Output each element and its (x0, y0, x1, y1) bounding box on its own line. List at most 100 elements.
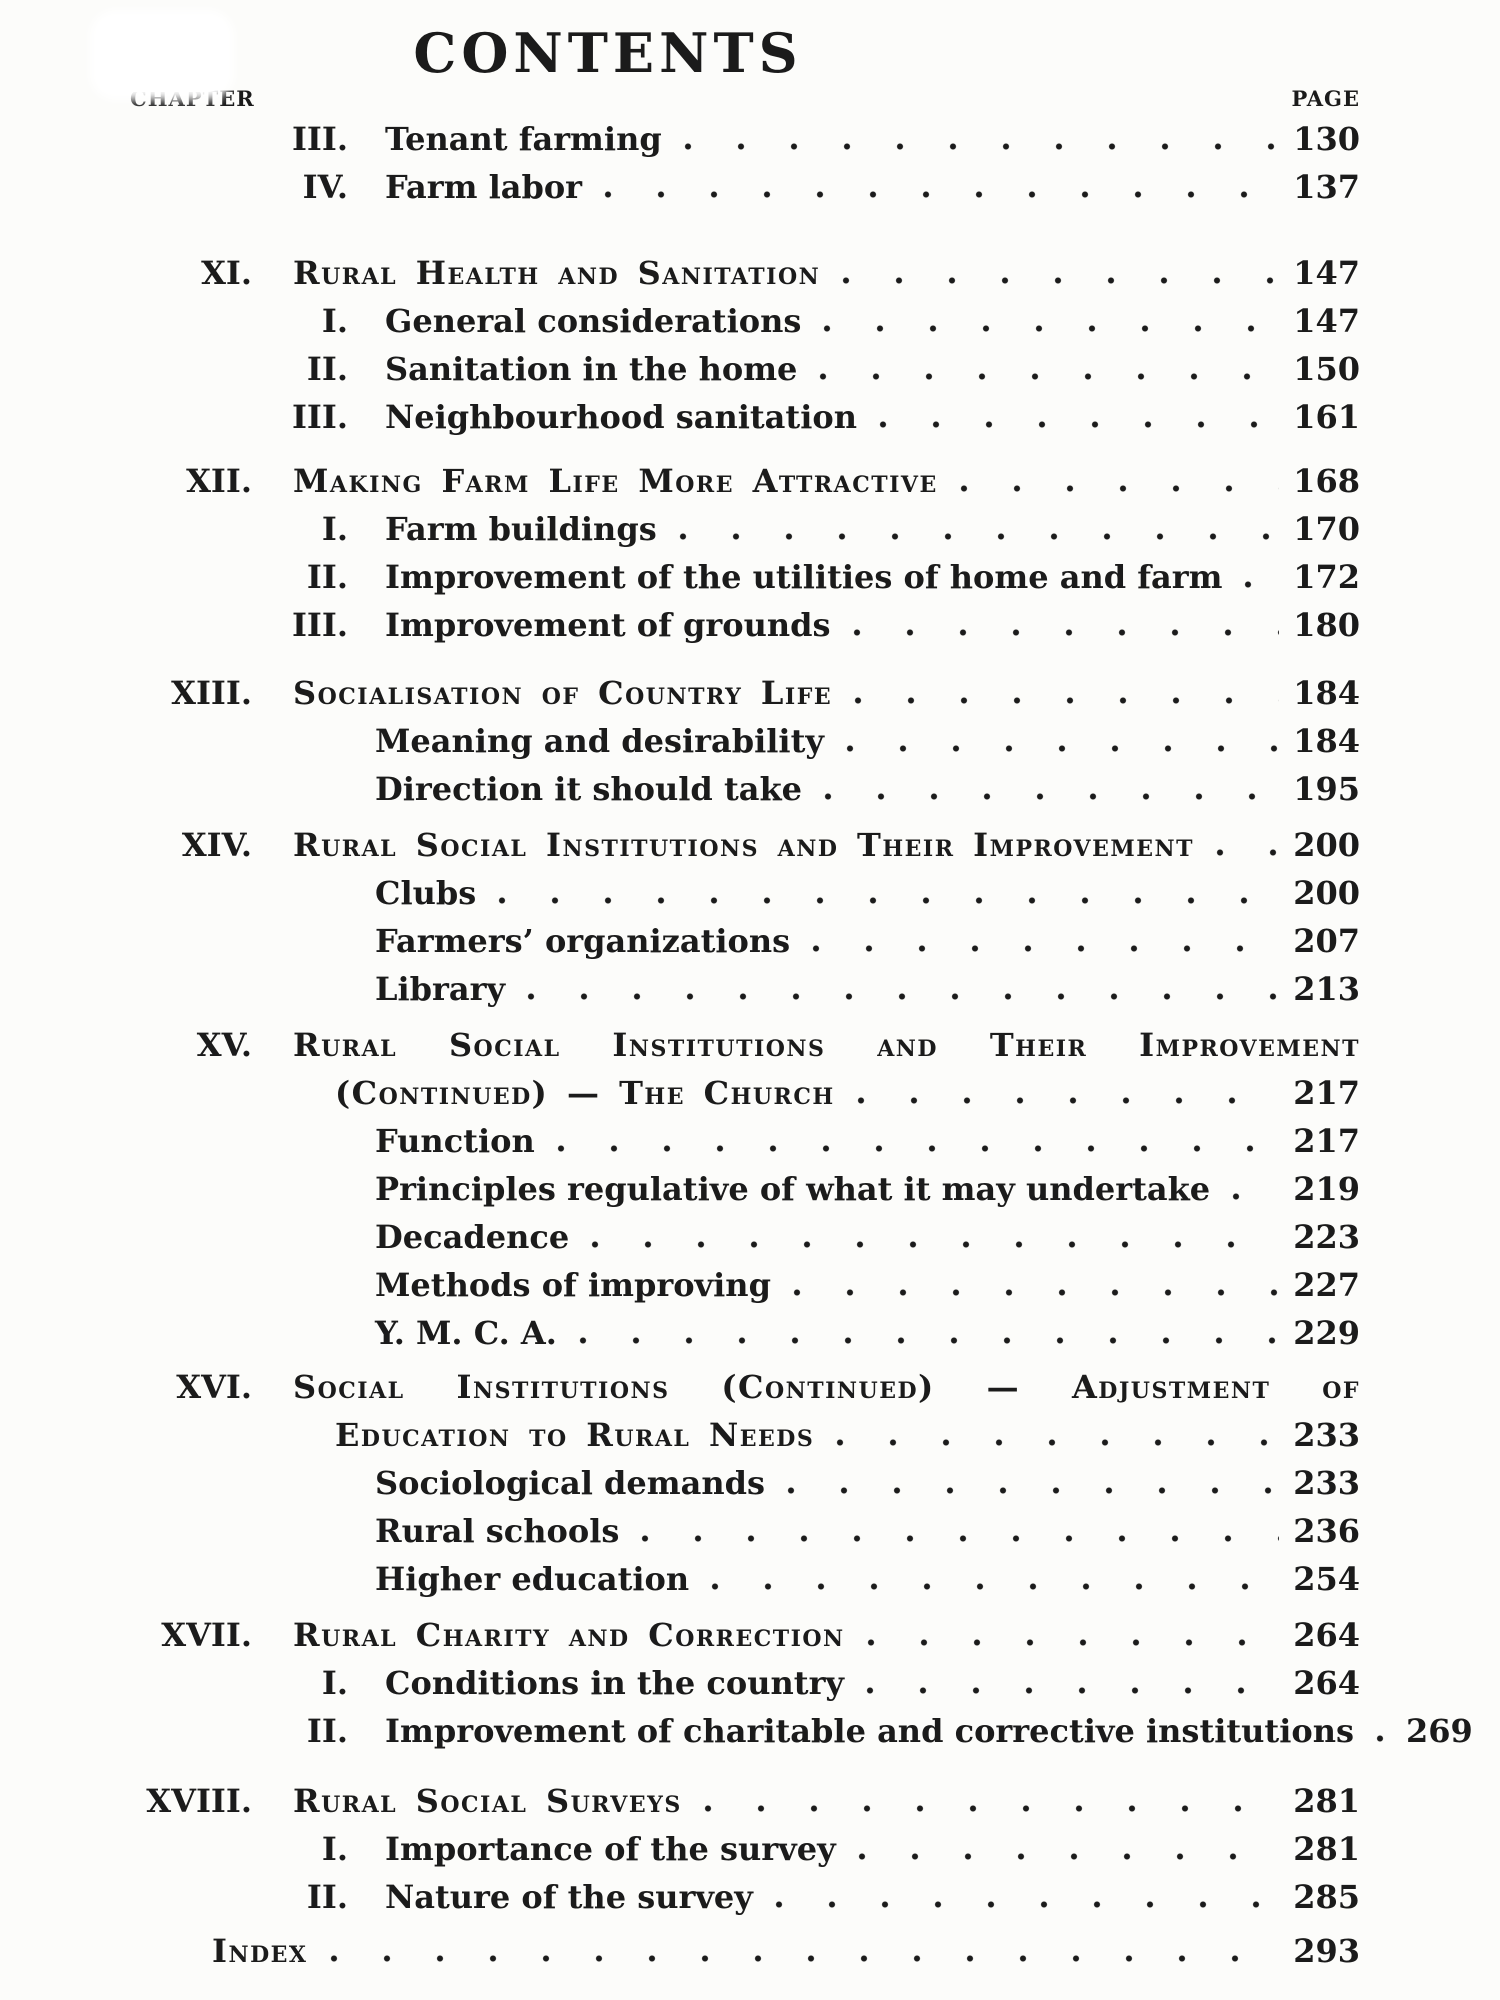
chapter-numeral: XVI. (176, 1368, 252, 1407)
page-number: 281 (1293, 1830, 1360, 1869)
toc-chapter-row: XIV. Rural Social Institutions and Their… (0, 821, 1360, 869)
toc-subsection-row: Methods of improving 227 (0, 1261, 1360, 1309)
page-number: 137 (1293, 168, 1360, 207)
chapter-title-line-2: (Continued) — The Church 217 (0, 1069, 1360, 1117)
dot-leader (856, 1097, 1280, 1105)
page-number: 180 (1293, 606, 1360, 645)
subsection-numeral: IV. (302, 168, 348, 207)
page-number: 233 (1293, 1416, 1360, 1455)
subsection-title: Function (375, 1122, 535, 1161)
page-number: 285 (1293, 1878, 1360, 1917)
subsection-title: Tenant farming (385, 120, 662, 159)
chapter-numeral: XV. (196, 1026, 252, 1065)
dot-leader (527, 993, 1280, 1001)
whiteout-patch (98, 18, 226, 92)
subsection-title: Farmers’ organizations (375, 922, 791, 961)
page-number: 233 (1293, 1464, 1360, 1503)
dot-leader (845, 745, 1280, 753)
chapter-title: Rural Social Institutions and Their Impr… (293, 826, 1194, 865)
page-number: 254 (1293, 1560, 1360, 1599)
page-title: CONTENTS (413, 21, 803, 85)
page-number: 236 (1293, 1512, 1360, 1551)
subsection-title: Importance of the survey (385, 1830, 836, 1869)
subsection-title: Farm labor (385, 168, 583, 207)
subsection-numeral: II. (306, 1712, 348, 1751)
page-number: 147 (1293, 302, 1360, 341)
page-number: 264 (1293, 1616, 1360, 1655)
subsection-title: Direction it should take (375, 770, 802, 809)
dot-leader (1375, 1735, 1392, 1743)
dot-leader (1244, 581, 1280, 589)
dot-leader (703, 1805, 1280, 1813)
dot-leader (792, 1289, 1280, 1297)
dot-leader (591, 1241, 1280, 1249)
dot-leader (854, 697, 1280, 705)
page-number: 168 (1293, 462, 1360, 501)
toc-chapter-row: XII. Making Farm Life More Attractive 16… (0, 457, 1360, 505)
subsection-numeral: III. (291, 398, 348, 437)
toc-subsection-row: Clubs 200 (0, 869, 1360, 917)
subsection-title: Library (375, 970, 506, 1009)
page-number: 217 (1293, 1122, 1360, 1161)
toc-subsection-row: Function 217 (0, 1117, 1360, 1165)
toc-subsection-row: Library 213 (0, 965, 1360, 1013)
toc-subsection-row: IV. Farm labor 137 (0, 163, 1360, 211)
toc-subsection-row: III. Improvement of grounds 180 (0, 601, 1360, 649)
page-number: 293 (1293, 1932, 1360, 1971)
toc-subsection-row: Principles regulative of what it may und… (0, 1165, 1360, 1213)
toc-chapter-row: XIII. Socialisation of Country Life 184 (0, 669, 1360, 717)
chapter-title: Social Institutions (Continued) — Adjust… (293, 1368, 1360, 1407)
chapter-numeral: XIV. (181, 826, 252, 865)
toc-chapter-row: XVII. Rural Charity and Correction 264 (0, 1611, 1360, 1659)
dot-leader (498, 897, 1280, 905)
page-number: 264 (1293, 1664, 1360, 1703)
toc-section: III. Tenant farming 130 IV. Farm labor 1… (0, 115, 1360, 211)
toc-subsection-row: II. Sanitation in the home 150 (0, 345, 1360, 393)
subsection-title: Higher education (375, 1560, 690, 1599)
dot-leader (556, 1145, 1280, 1153)
chapter-numeral: XI. (201, 254, 252, 293)
dot-leader (683, 143, 1280, 151)
toc-subsection-row: II. Improvement of charitable and correc… (0, 1707, 1473, 1755)
dot-leader (578, 1337, 1280, 1345)
page-number: 150 (1293, 350, 1360, 389)
toc-subsection-row: Decadence 223 (0, 1213, 1360, 1261)
toc-chapter-row: XI. Rural Health and Sanitation 147 (0, 249, 1360, 297)
toc-subsection-row: I. General considerations 147 (0, 297, 1360, 345)
subsection-numeral: I. (321, 302, 348, 341)
index-label: Index (212, 1932, 308, 1971)
chapter-title-line-1: XVI. Social Institutions (Continued) — A… (0, 1363, 1360, 1411)
toc-subsection-row: Farmers’ organizations 207 (0, 917, 1360, 965)
page-number: 147 (1293, 254, 1360, 293)
dot-leader (857, 1853, 1280, 1861)
subsection-title: Sociological demands (375, 1464, 765, 1503)
toc-chapter-row-wrapped: XVI. Social Institutions (Continued) — A… (0, 1363, 1360, 1459)
subsection-title: Improvement of grounds (385, 606, 831, 645)
dot-leader (842, 277, 1280, 285)
dot-leader (786, 1487, 1280, 1495)
dot-leader (329, 1955, 1280, 1963)
subsection-numeral: III. (291, 606, 348, 645)
subsection-title: Rural schools (375, 1512, 620, 1551)
chapter-title: Rural Charity and Correction (293, 1616, 845, 1655)
subsection-numeral: I. (321, 1830, 348, 1869)
dot-leader (866, 1687, 1280, 1695)
page-number: 281 (1293, 1782, 1360, 1821)
chapter-title: Making Farm Life More Attractive (293, 462, 938, 501)
page-number: 200 (1293, 826, 1360, 865)
toc-section: XVIII. Rural Social Surveys 281 I. Impor… (0, 1777, 1360, 1921)
subsection-title: Sanitation in the home (385, 350, 798, 389)
chapter-title-continued: Education to Rural Needs (335, 1416, 815, 1455)
page-number: 172 (1293, 558, 1360, 597)
chapter-numeral: XIII. (171, 674, 252, 713)
subsection-title: Conditions in the country (385, 1664, 845, 1703)
toc-index-row: Index 293 (0, 1927, 1360, 1975)
chapter-title-continued: (Continued) — The Church (335, 1074, 835, 1113)
page-number: 219 (1293, 1170, 1360, 1209)
subsection-numeral: I. (321, 1664, 348, 1703)
subsection-numeral: II. (306, 558, 348, 597)
toc-section: XIII. Socialisation of Country Life 184 … (0, 669, 1360, 813)
page-number: 213 (1293, 970, 1360, 1009)
page-number: 223 (1293, 1218, 1360, 1257)
